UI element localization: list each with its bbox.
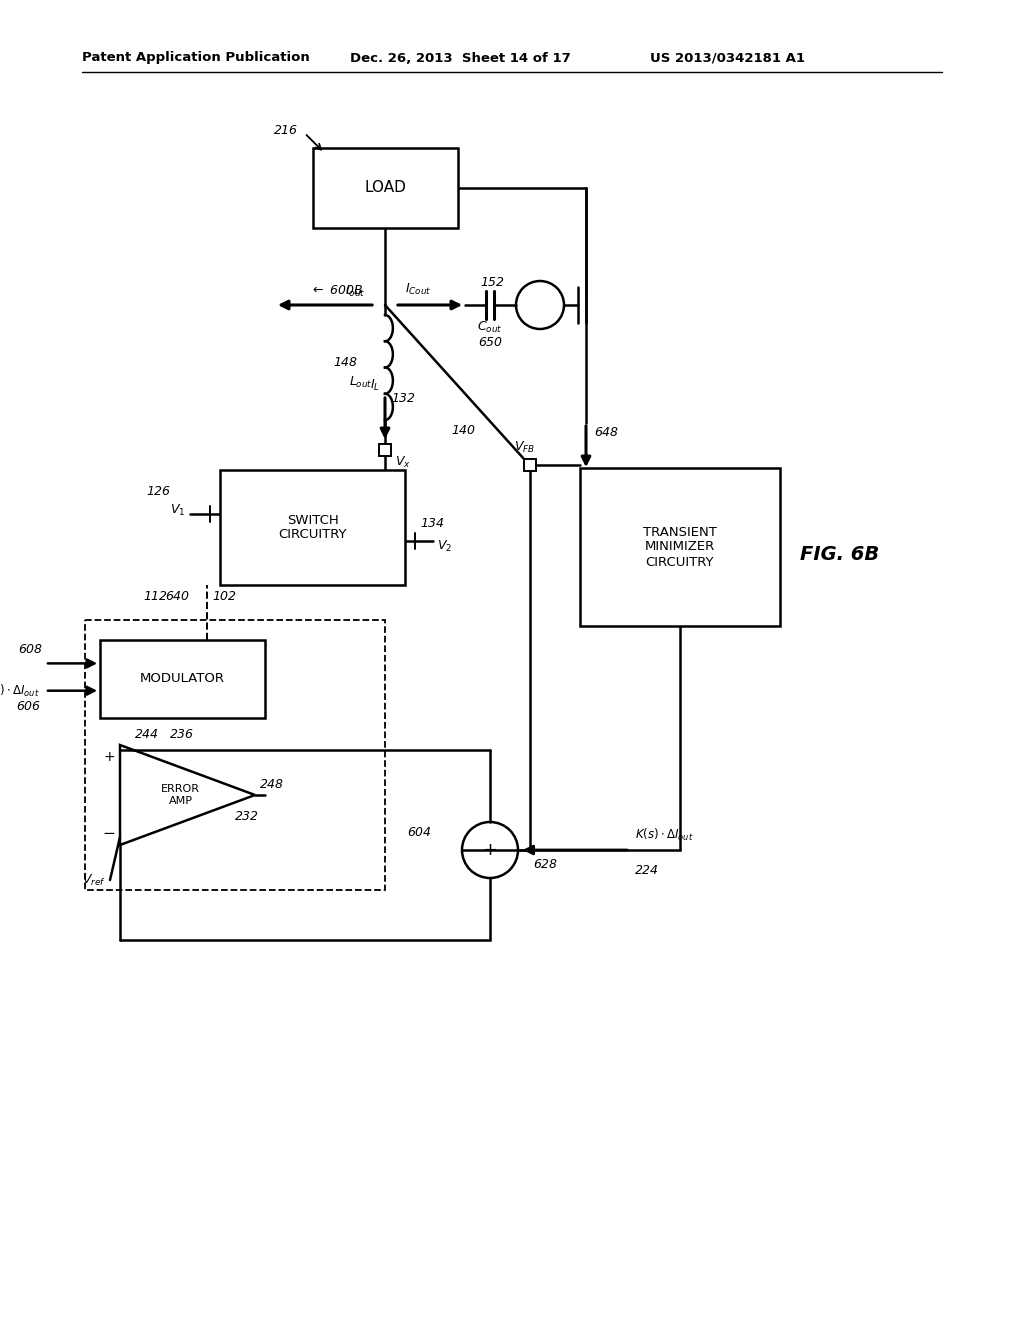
- Bar: [312, 148, 458, 228]
- Text: 216: 216: [273, 124, 298, 136]
- Text: $V_{ref}$: $V_{ref}$: [82, 873, 105, 887]
- Text: LOAD: LOAD: [365, 181, 406, 195]
- Text: TRANSIENT
MINIMIZER
CIRCUITRY: TRANSIENT MINIMIZER CIRCUITRY: [643, 525, 717, 569]
- Text: $V_x$: $V_x$: [395, 454, 411, 470]
- Text: ERROR
AMP: ERROR AMP: [161, 784, 201, 805]
- Text: Patent Application Publication: Patent Application Publication: [82, 51, 309, 65]
- Text: 604: 604: [407, 825, 431, 838]
- Text: 140: 140: [451, 424, 475, 437]
- Text: 244: 244: [135, 729, 159, 742]
- Text: 648: 648: [594, 426, 618, 440]
- Text: US 2013/0342181 A1: US 2013/0342181 A1: [650, 51, 805, 65]
- Bar: [580, 469, 780, 626]
- Bar: [220, 470, 406, 585]
- Text: 650: 650: [478, 337, 502, 350]
- Text: Dec. 26, 2013  Sheet 14 of 17: Dec. 26, 2013 Sheet 14 of 17: [350, 51, 570, 65]
- Text: 224: 224: [635, 863, 659, 876]
- Text: $\leftarrow$ 600B: $\leftarrow$ 600B: [310, 285, 362, 297]
- Text: 640: 640: [165, 590, 189, 603]
- Text: 112: 112: [143, 590, 167, 603]
- Text: 248: 248: [260, 779, 284, 792]
- Bar: [100, 640, 265, 718]
- Text: $V_1$: $V_1$: [170, 503, 185, 519]
- Text: $K(s)\cdot\Delta I_{out}$: $K(s)\cdot\Delta I_{out}$: [635, 826, 693, 843]
- Text: $V_{FB}$: $V_{FB}$: [514, 440, 536, 454]
- Text: 126: 126: [146, 486, 170, 498]
- Text: $C_{out}$: $C_{out}$: [477, 319, 503, 334]
- Text: 232: 232: [234, 810, 259, 824]
- Text: 608: 608: [18, 643, 42, 656]
- Bar: [85, 620, 385, 890]
- Text: $V_2$: $V_2$: [437, 539, 453, 554]
- Text: $I_{Cout}$: $I_{Cout}$: [406, 281, 431, 297]
- Text: 606: 606: [16, 700, 40, 713]
- Text: FIG. 6B: FIG. 6B: [800, 545, 880, 565]
- Text: 236: 236: [170, 729, 194, 742]
- Text: +: +: [103, 750, 115, 764]
- Text: +: +: [482, 841, 498, 859]
- Text: SWITCH
CIRCUITRY: SWITCH CIRCUITRY: [279, 513, 347, 541]
- Text: 102: 102: [212, 590, 237, 603]
- Text: 148: 148: [333, 356, 357, 370]
- Text: MODULATOR: MODULATOR: [140, 672, 225, 685]
- Text: 628: 628: [534, 858, 557, 871]
- Bar: [524, 459, 536, 471]
- Text: 132: 132: [391, 392, 415, 404]
- Bar: [379, 444, 391, 455]
- Text: 152: 152: [480, 276, 504, 289]
- Text: $L_{out}$: $L_{out}$: [349, 375, 373, 389]
- Text: $I_L$: $I_L$: [370, 378, 380, 392]
- Text: $I_{out}$: $I_{out}$: [345, 284, 365, 298]
- Text: −: −: [102, 825, 115, 841]
- Text: $K(s)\cdot\Delta I_{out}$: $K(s)\cdot\Delta I_{out}$: [0, 682, 40, 698]
- Text: 134: 134: [420, 517, 444, 529]
